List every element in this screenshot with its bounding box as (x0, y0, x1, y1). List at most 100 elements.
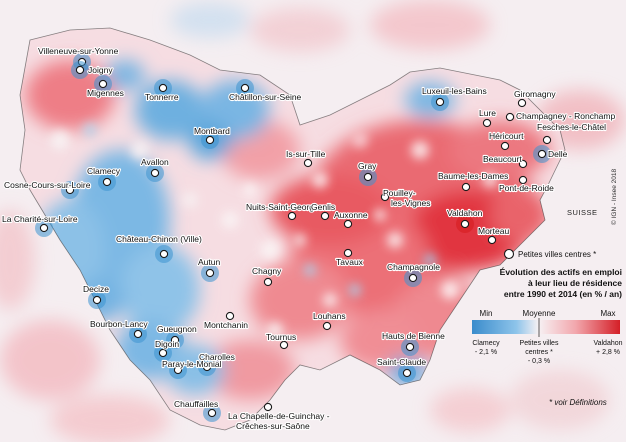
town-avallon: Avallon (140, 156, 170, 182)
town-gueugnon: Gueugnon (156, 323, 198, 349)
legend-symbol-icon (503, 248, 515, 260)
town-label: Montbard (194, 126, 230, 136)
town-label: Luxeuil-les-Bains (422, 86, 487, 96)
town-marker-icon (207, 408, 217, 418)
town-cosne-cours-sur-loire: Cosne-Cours-sur-Loire (3, 179, 92, 199)
town-tonnerre: Tonnerre (144, 79, 180, 103)
town-montchanin: Montchanin (203, 311, 249, 331)
towns-layer: Villeneuve-sur-Yonne Joigny Migennes Tonner… (1, 45, 617, 432)
town-joigny: Joigny (71, 61, 114, 79)
town-label: Gueugnon (157, 324, 197, 334)
town-marker-icon (159, 249, 169, 259)
legend-scale-mid: Moyenne (523, 309, 556, 318)
legend-title-line-1: Évolution des actifs en emploi (500, 267, 622, 277)
town-marker-icon (65, 185, 75, 195)
town-marker-icon (263, 277, 273, 287)
town-label: Morteau (478, 226, 509, 236)
town-marker-icon (102, 177, 112, 187)
legend-symbol-label: Petites villes centres * (518, 250, 596, 259)
town-marker-icon (263, 402, 273, 412)
town-chatillon-sur-seine: Châtillon-sur-Seine (228, 79, 303, 103)
town-label: Tonnerre (145, 92, 179, 102)
town-label: Louhans (313, 311, 346, 321)
town-pouilley-les-vignes: Pouilley-les-Vignes (380, 187, 432, 209)
town-marker-icon (158, 348, 168, 358)
town-champagnole: Champagnole (386, 261, 441, 287)
town-label: Beaucourt (483, 154, 522, 164)
footnote: * voir Définitions (549, 398, 607, 407)
town-label: Baume-les-Dames (438, 171, 508, 181)
town-marker-icon (380, 192, 390, 202)
town-label: Lure (479, 108, 496, 118)
town-label: Migennes (87, 88, 124, 98)
town-marker-icon (518, 175, 528, 185)
legend-right-value: + 2,8 % (596, 349, 620, 356)
town-marker-icon (133, 329, 143, 339)
town-label: Joigny (88, 65, 113, 75)
town-marker-icon (98, 79, 108, 89)
town-marker-icon (500, 141, 510, 151)
town-label: La Charité-sur-Loire (2, 214, 78, 224)
town-marker-icon (170, 335, 180, 345)
town-label: Giromagny (514, 89, 556, 99)
town-charolles: Charolles (198, 351, 236, 376)
town-marker-icon (402, 368, 412, 378)
town-label: Genlis (311, 202, 335, 212)
town-marker-icon (279, 340, 289, 350)
town-marker-icon (435, 97, 445, 107)
town-nuits-saint-georges: Nuits-Saint-Georges (245, 201, 324, 221)
town-marker-icon (150, 168, 160, 178)
town-marker-icon (461, 182, 471, 192)
town-marker-icon (505, 112, 515, 122)
town-label: Chauffailles (174, 399, 218, 409)
legend-mid-value: - 0,3 % (528, 358, 550, 365)
town-clamecy: Clamecy (86, 165, 122, 191)
town-label: Tournus (266, 332, 296, 342)
town-marker-icon (542, 135, 552, 145)
town-marker-icon (408, 273, 418, 283)
town-label: Gray (358, 161, 377, 171)
town-label: Pouilley-les-Vignes (383, 188, 431, 208)
town-label: Hauts de Bienne (382, 331, 445, 341)
town-label: Avallon (141, 157, 169, 167)
town-champagney-ronchamp: Champagney - Ronchamp (505, 110, 617, 122)
legend-mid-name-1: Petites villes (520, 340, 559, 347)
town-marker-icon (322, 321, 332, 331)
town-lure: Lure (478, 107, 497, 128)
town-marker-icon (39, 223, 49, 233)
town-label: Montchanin (204, 320, 248, 330)
town-delle: Delle (533, 145, 569, 163)
town-hauts-de-bienne: Hauts de Bienne (381, 330, 446, 356)
town-label: Nuits-Saint-Georges (246, 202, 323, 212)
town-marker-icon (363, 172, 373, 182)
town-label: Fesches-le-Châtel (537, 122, 606, 132)
town-marker-icon (287, 211, 297, 221)
town-marker-icon (343, 248, 353, 258)
town-label: Champagnole (387, 262, 440, 272)
town-chauffailles: Chauffailles (173, 398, 221, 422)
legend-right-name: Valdahon (593, 340, 622, 347)
town-marker-icon (173, 365, 183, 375)
town-label: Pont-de-Roide (499, 183, 554, 193)
town-valdahon: Valdahon (446, 207, 484, 233)
town-la-chapelle-de-guinchay-creches-sur-saone: La Chapelle-de-Guinchay -Crêches-sur-Saô… (227, 402, 331, 432)
town-morteau: Morteau (477, 225, 511, 245)
town-baume-les-dames: Baume-les-Dames (437, 170, 509, 192)
legend-title-line-2: à leur lieu de résidence (528, 278, 622, 288)
town-fesches-le-chatel: Fesches-le-Châtel (536, 121, 607, 145)
town-label: Auxonne (334, 210, 368, 220)
town-marker-icon (518, 159, 528, 169)
town-marker-icon (240, 83, 250, 93)
town-label: Château-Chinon (Ville) (116, 234, 202, 244)
town-auxonne: Auxonne (333, 209, 369, 229)
town-giromagny: Giromagny (513, 88, 557, 108)
town-label: Is-sur-Tille (286, 149, 326, 159)
town-marker-icon (482, 118, 492, 128)
town-tavaux: Tavaux (335, 248, 365, 268)
town-marker-icon (405, 342, 415, 352)
town-pont-de-roide: Pont-de-Roide (498, 175, 555, 194)
legend-color-ramp (472, 320, 620, 334)
town-marker-icon (537, 149, 547, 159)
town-marker-icon (205, 268, 215, 278)
